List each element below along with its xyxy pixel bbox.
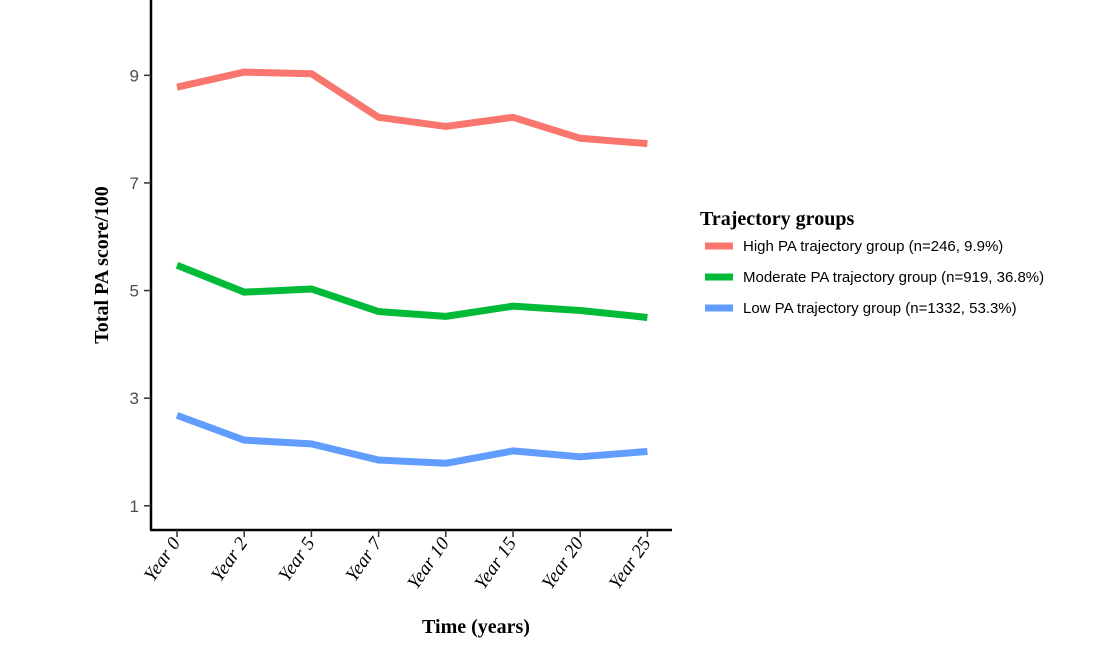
series-line-1 (175, 262, 648, 321)
legend-items: High PA trajectory group (n=246, 9.9%) Mo… (705, 238, 1044, 317)
y-tick-label: 3 (130, 389, 139, 408)
x-tick-label: Year 20 (538, 533, 589, 593)
axes (149, 0, 672, 532)
series-line-0 (176, 68, 648, 148)
x-tick-label: Year 25 (605, 534, 655, 593)
y-tick-label: 7 (130, 174, 139, 193)
x-ticks: Year 0 Year 2 Year 5 Year 7 Year 10 Year 15 Ye… (140, 530, 655, 593)
legend-label-0: High PA trajectory group (n=246, 9.9%) (743, 238, 1003, 255)
x-axis-title: Time (years) (422, 616, 530, 638)
x-tick-label: Year 15 (471, 534, 521, 593)
y-ticks: 1 3 5 7 9 (130, 66, 151, 516)
legend: Trajectory groups High PA trajectory gro… (700, 208, 1044, 317)
y-axis-title: Total PA score/100 (91, 186, 113, 343)
legend-label-2: Low PA trajectory group (n=1332, 53.3%) (743, 300, 1017, 317)
legend-label-1: Moderate PA trajectory group (n=919, 36.… (743, 269, 1044, 286)
x-tick-label: Year 2 (207, 533, 252, 585)
legend-title: Trajectory groups (700, 208, 854, 230)
y-tick-label: 9 (130, 66, 139, 85)
y-tick-label: 5 (130, 282, 139, 301)
series-lines (175, 68, 648, 467)
series-line-2 (175, 412, 648, 467)
x-tick-label: Year 5 (275, 534, 320, 586)
y-tick-label: 1 (130, 497, 139, 516)
x-tick-label: Year 0 (140, 533, 185, 585)
x-tick-label: Year 10 (403, 533, 454, 593)
x-tick-label: Year 7 (342, 533, 388, 586)
